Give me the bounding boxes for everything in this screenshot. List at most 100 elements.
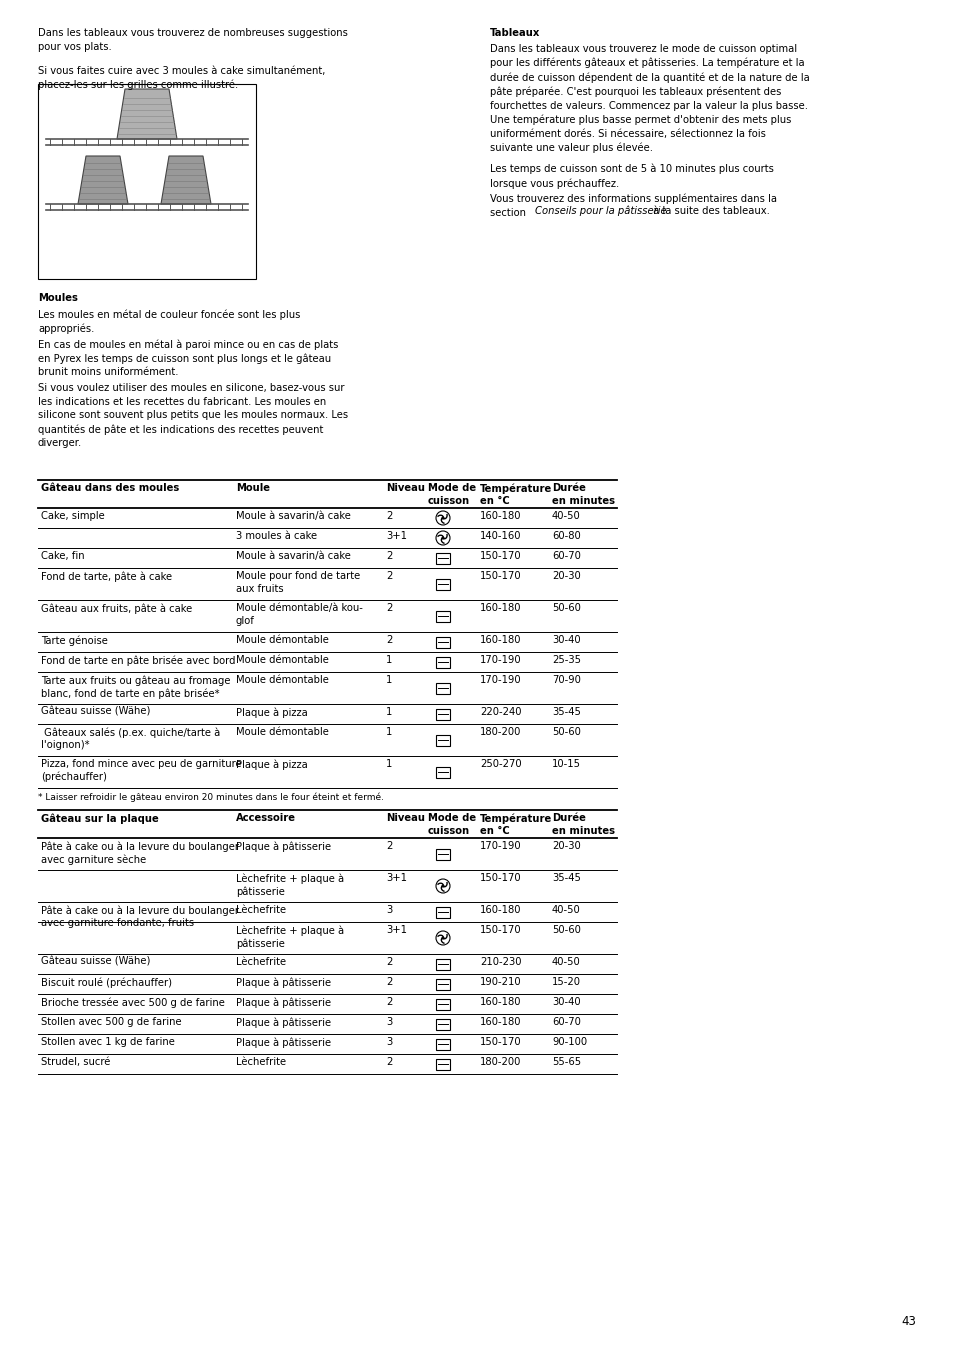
Text: 40-50: 40-50 [552,904,580,915]
Text: 1: 1 [386,759,392,769]
Text: 1: 1 [386,728,392,737]
Text: Moule démontable: Moule démontable [235,634,329,645]
Text: 160-180: 160-180 [479,512,521,521]
Text: Température
en °C: Température en °C [479,813,552,836]
Text: 70-90: 70-90 [552,675,580,684]
Text: Cake, fin: Cake, fin [41,551,85,562]
Circle shape [441,517,444,520]
Text: 20-30: 20-30 [552,841,580,850]
Polygon shape [78,157,128,204]
Text: 50-60: 50-60 [552,728,580,737]
Text: 1: 1 [386,655,392,666]
Text: Gâteau sur la plaque: Gâteau sur la plaque [41,813,158,823]
Text: Température
en °C: Température en °C [479,483,552,506]
Text: Moule à savarin/à cake: Moule à savarin/à cake [235,512,351,521]
Text: Lèchefrite: Lèchefrite [235,1057,286,1066]
Text: 160-180: 160-180 [479,1017,521,1027]
Bar [436,906,450,918]
Bar [436,849,450,860]
Text: 35-45: 35-45 [552,707,580,717]
Text: 20-30: 20-30 [552,571,580,580]
Text: 160-180: 160-180 [479,904,521,915]
Text: Vous trouverez des informations supplémentaires dans la
section: Vous trouverez des informations suppléme… [490,194,776,219]
Text: 3 moules à cake: 3 moules à cake [235,531,316,541]
Text: 170-190: 170-190 [479,675,521,684]
Text: 2: 2 [386,977,392,987]
Circle shape [441,937,444,940]
Text: Plaque à pâtisserie: Plaque à pâtisserie [235,1037,331,1048]
Text: En cas de moules en métal à paroi mince ou en cas de plats
en Pyrex les temps de: En cas de moules en métal à paroi mince … [38,339,338,378]
Text: 50-60: 50-60 [552,603,580,613]
Text: Plaque à pâtisserie: Plaque à pâtisserie [235,841,331,852]
Text: 220-240: 220-240 [479,707,521,717]
Bar [436,656,450,667]
Bar [436,999,450,1010]
Text: Moule démontable: Moule démontable [235,728,329,737]
Text: * Laisser refroidir le gâteau environ 20 minutes dans le four éteint et fermé.: * Laisser refroidir le gâteau environ 20… [38,792,384,802]
Text: Moule à savarin/à cake: Moule à savarin/à cake [235,551,351,562]
Bar [436,734,450,745]
Text: 3: 3 [386,904,392,915]
Text: Pâte à cake ou à la levure du boulanger
avec garniture fondante, fruits: Pâte à cake ou à la levure du boulanger … [41,904,239,929]
Bar [436,958,450,969]
Text: Pâte à cake ou à la levure du boulanger
avec garniture sèche: Pâte à cake ou à la levure du boulanger … [41,841,239,865]
Text: Fond de tarte, pâte à cake: Fond de tarte, pâte à cake [41,571,172,582]
Text: 2: 2 [386,512,392,521]
Text: 190-210: 190-210 [479,977,521,987]
Text: Pizza, fond mince avec peu de garniture
(préchauffer): Pizza, fond mince avec peu de garniture … [41,759,241,783]
Text: 30-40: 30-40 [552,634,580,645]
Text: 2: 2 [386,551,392,562]
Text: Plaque à pizza: Plaque à pizza [235,707,308,717]
Text: Stollen avec 500 g de farine: Stollen avec 500 g de farine [41,1017,181,1027]
Text: 150-170: 150-170 [479,873,521,883]
Circle shape [441,537,444,539]
Bar [436,979,450,990]
Circle shape [441,884,444,887]
Text: Tarte génoise: Tarte génoise [41,634,108,645]
Text: Strudel, sucré: Strudel, sucré [41,1057,111,1066]
Text: à la suite des tableaux.: à la suite des tableaux. [649,207,769,216]
Text: Durée
en minutes: Durée en minutes [552,483,615,506]
Text: Biscuit roulé (préchauffer): Biscuit roulé (préchauffer) [41,977,172,987]
Bar [436,1058,450,1069]
Text: Dans les tableaux vous trouverez le mode de cuisson optimal
pour les différents : Dans les tableaux vous trouverez le mode… [490,45,809,153]
Text: 180-200: 180-200 [479,728,521,737]
Text: 90-100: 90-100 [552,1037,586,1048]
Text: 1: 1 [386,707,392,717]
Text: 160-180: 160-180 [479,998,521,1007]
Bar [436,552,450,563]
Text: 2: 2 [386,571,392,580]
Text: 3+1: 3+1 [386,925,407,936]
Text: Stollen avec 1 kg de farine: Stollen avec 1 kg de farine [41,1037,174,1048]
Text: Tarte aux fruits ou gâteau au fromage
blanc, fond de tarte en pâte brisée*: Tarte aux fruits ou gâteau au fromage bl… [41,675,231,699]
Text: Les moules en métal de couleur foncée sont les plus
appropriés.: Les moules en métal de couleur foncée so… [38,309,300,333]
Text: 35-45: 35-45 [552,873,580,883]
Text: 140-160: 140-160 [479,531,521,541]
Bar [436,636,450,648]
Text: Moules: Moules [38,293,78,302]
Text: Si vous faites cuire avec 3 moules à cake simultanément,
placez-les sur les gril: Si vous faites cuire avec 3 moules à cak… [38,66,325,90]
Text: 2: 2 [386,957,392,967]
Text: Moule: Moule [235,483,270,493]
Text: Moule démontable/à kou-
glof: Moule démontable/à kou- glof [235,603,362,626]
Text: 43: 43 [901,1315,915,1328]
Text: 10-15: 10-15 [552,759,580,769]
Text: 2: 2 [386,603,392,613]
Text: Plaque à pâtisserie: Plaque à pâtisserie [235,998,331,1007]
Text: Les temps de cuisson sont de 5 à 10 minutes plus courts
lorsque vous préchauffez: Les temps de cuisson sont de 5 à 10 minu… [490,163,773,189]
Text: 15-20: 15-20 [552,977,580,987]
Text: 150-170: 150-170 [479,571,521,580]
Text: 40-50: 40-50 [552,957,580,967]
Text: Mode de
cuisson: Mode de cuisson [428,813,476,836]
Text: 60-70: 60-70 [552,551,580,562]
Text: Lèchefrite: Lèchefrite [235,957,286,967]
Bar [436,1018,450,1030]
Text: 160-180: 160-180 [479,634,521,645]
Text: 160-180: 160-180 [479,603,521,613]
Text: 60-70: 60-70 [552,1017,580,1027]
Text: Moule pour fond de tarte
aux fruits: Moule pour fond de tarte aux fruits [235,571,360,594]
Text: 2: 2 [386,841,392,850]
Text: Conseils pour la pâtisserie: Conseils pour la pâtisserie [535,207,666,216]
Text: Dans les tableaux vous trouverez de nombreuses suggestions
pour vos plats.: Dans les tableaux vous trouverez de nomb… [38,28,348,51]
Text: 3+1: 3+1 [386,873,407,883]
